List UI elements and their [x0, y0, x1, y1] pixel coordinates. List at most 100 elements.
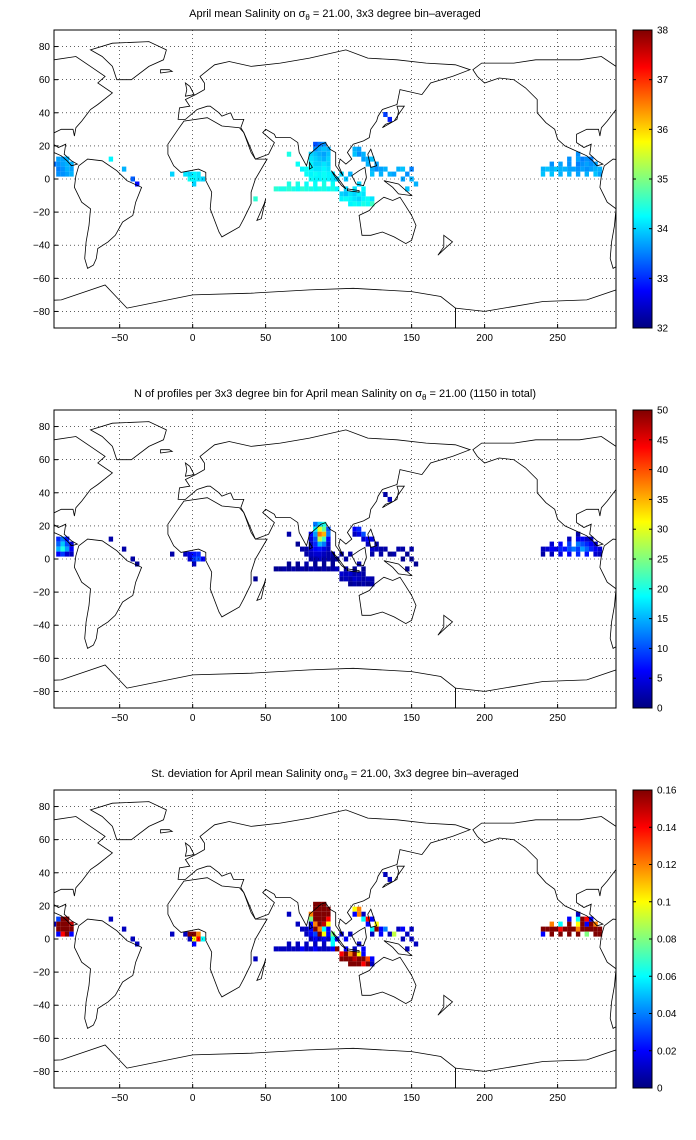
data-bin: [69, 161, 74, 167]
data-bin: [326, 946, 331, 952]
data-bin: [64, 166, 70, 172]
coastline-sa: [599, 538, 616, 649]
data-bin: [580, 916, 585, 922]
data-bin: [567, 161, 572, 167]
data-bin: [196, 551, 201, 557]
colorbar-tick-label: 30: [657, 525, 669, 536]
data-bin: [317, 556, 322, 562]
data-bin: [295, 566, 300, 572]
data-bin: [405, 931, 410, 937]
coastline-gl: [614, 429, 616, 431]
data-bin: [60, 171, 65, 177]
coastline-sa: [73, 158, 143, 269]
data-bin: [326, 161, 331, 167]
data-bin: [313, 941, 318, 947]
data-bin: [549, 541, 554, 547]
y-tick-label: −60: [33, 1034, 50, 1045]
data-bin: [400, 166, 406, 172]
data-bin: [313, 166, 318, 172]
data-bin: [317, 916, 322, 922]
data-bin: [356, 571, 362, 577]
data-bin: [313, 916, 318, 922]
data-bin: [108, 156, 114, 162]
data-bin: [361, 191, 366, 197]
data-bin: [313, 546, 318, 552]
data-bin: [170, 551, 175, 557]
data-bin: [135, 181, 140, 187]
data-bin: [597, 546, 603, 552]
data-bin: [339, 571, 344, 577]
data-bin: [308, 566, 314, 572]
data-bin: [313, 566, 318, 572]
x-tick-label: −50: [111, 713, 128, 724]
data-bin: [308, 156, 314, 162]
data-bin: [370, 961, 375, 967]
data-bin: [304, 941, 309, 947]
data-bin: [64, 926, 70, 932]
data-bin: [370, 956, 375, 962]
data-bin: [356, 561, 362, 567]
data-bin: [361, 946, 366, 952]
coastline-su: [331, 170, 347, 190]
panel-std-deviation: St. deviation for April mean Salinity on…: [0, 760, 696, 1140]
x-tick-label: 50: [260, 333, 272, 344]
data-bin: [374, 161, 379, 167]
data-bin: [597, 926, 603, 932]
data-bin: [56, 931, 61, 937]
data-bin: [135, 561, 140, 567]
data-bin: [343, 566, 349, 572]
data-bin: [378, 546, 384, 552]
data-bin: [183, 171, 188, 177]
data-bin: [321, 526, 327, 532]
data-bin: [370, 536, 375, 542]
coastline-na: [472, 436, 616, 547]
coastline-gl: [614, 809, 616, 811]
data-bin: [567, 926, 572, 932]
colorbar-tick-label: 0.14: [657, 823, 677, 834]
data-bin: [60, 551, 65, 557]
data-bin: [326, 151, 331, 157]
data-bin: [567, 916, 572, 922]
data-bin: [356, 196, 362, 202]
data-bin: [589, 541, 594, 547]
data-bin: [321, 541, 327, 547]
data-bin: [391, 171, 397, 177]
data-bin: [282, 566, 287, 572]
coastline-ph: [367, 528, 378, 548]
data-bin: [352, 581, 357, 587]
data-bin: [313, 931, 318, 937]
colorbar-tick-label: 15: [657, 614, 669, 625]
data-bin: [352, 566, 357, 572]
data-bin: [365, 201, 371, 207]
data-bin: [130, 936, 135, 942]
data-bin: [273, 946, 279, 952]
data-bin: [291, 186, 296, 192]
data-bin: [370, 926, 375, 932]
data-bin: [313, 151, 318, 157]
data-bin: [597, 551, 603, 557]
data-bin: [321, 171, 327, 177]
data-bin: [56, 541, 61, 547]
data-bin: [130, 176, 135, 182]
data-bin: [352, 201, 357, 207]
data-bin: [575, 911, 581, 917]
data-bin: [352, 906, 357, 912]
coastline-nz: [437, 614, 454, 636]
data-bin: [321, 181, 327, 187]
y-tick-label: −60: [33, 274, 50, 285]
data-bin: [300, 926, 305, 932]
data-bin: [562, 926, 568, 932]
x-tick-label: 0: [190, 1093, 196, 1104]
data-bin: [540, 546, 546, 552]
data-bin: [60, 161, 65, 167]
data-bin: [187, 551, 192, 557]
data-bin: [321, 531, 327, 537]
coastline-ph: [367, 908, 378, 928]
data-bin: [60, 916, 65, 922]
coastline-au: [358, 196, 417, 245]
data-bin: [183, 931, 188, 937]
colorbar-tick-label: 0.16: [657, 786, 677, 797]
data-bin: [308, 166, 314, 172]
coastline-an: [455, 1049, 616, 1088]
data-bin: [54, 921, 57, 927]
